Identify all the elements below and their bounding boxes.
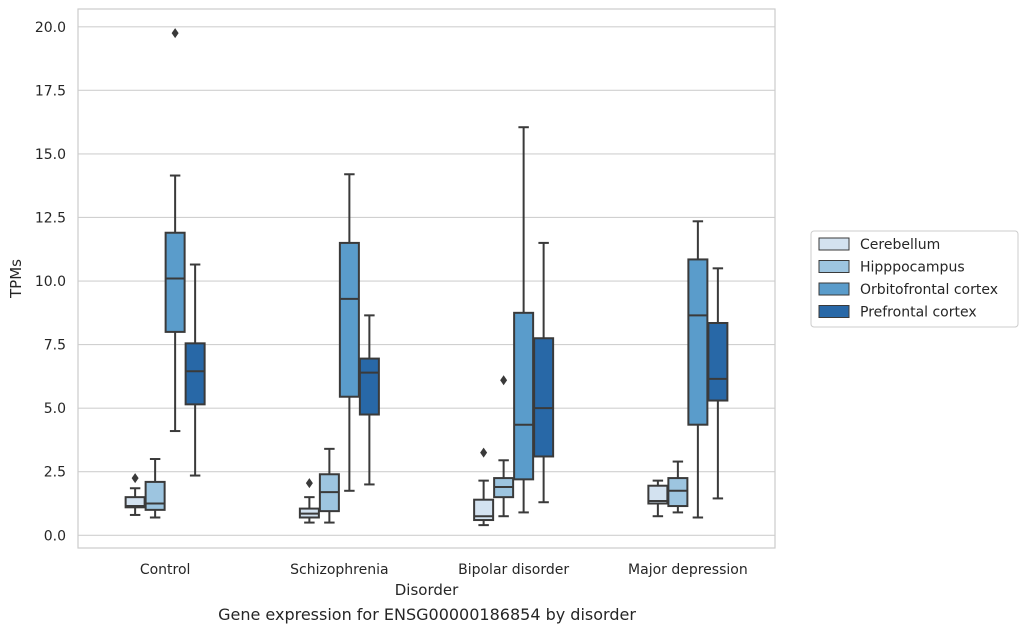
box-cerebellum [298, 478, 320, 524]
box-iqr [358, 357, 380, 416]
box-iqr [667, 477, 689, 508]
y-tick-label: 7.5 [44, 338, 66, 354]
legend-label: Cerebellum [860, 237, 940, 253]
plot-frame [77, 8, 776, 549]
box-cerebellum [647, 479, 669, 518]
box-prefrontal-cortex [358, 314, 380, 486]
box-iqr [687, 258, 709, 426]
box-hipppocampus [667, 460, 689, 514]
box-iqr [144, 480, 166, 511]
box-iqr [707, 321, 729, 402]
outlier-point [171, 28, 179, 39]
legend-swatch [818, 282, 850, 296]
y-tick-label: 2.5 [44, 465, 66, 481]
box-cerebellum [124, 473, 146, 516]
box-iqr [164, 231, 186, 333]
box-prefrontal-cortex [707, 267, 729, 500]
y-tick-label: 12.5 [35, 210, 66, 226]
box-cerebellum [473, 447, 495, 527]
legend-swatch [818, 305, 850, 318]
box-iqr [338, 241, 360, 398]
box-orbitofrontal-cortex [338, 173, 360, 492]
figure-caption: Gene expression for ENSG00000186854 by d… [218, 605, 636, 624]
box-hipppocampus [144, 458, 166, 519]
outlier-point [131, 473, 139, 484]
legend-label: Orbitofrontal cortex [860, 282, 998, 298]
boxes [124, 28, 729, 527]
box-hipppocampus [318, 447, 340, 524]
legend-swatch [818, 237, 850, 251]
x-axis-label: Disorder [395, 581, 459, 599]
legend-swatch [818, 260, 850, 273]
x-tick-label: Schizophrenia [290, 562, 388, 578]
box-prefrontal-cortex [533, 241, 555, 504]
box-iqr [184, 342, 206, 406]
x-tick-label: Major depression [628, 562, 748, 578]
box-iqr [473, 498, 495, 522]
box-hipppocampus [493, 375, 515, 518]
x-tick-labels: Control Schizophrenia Bipolar disorder Majo… [140, 562, 748, 578]
box-orbitofrontal-cortex [164, 28, 186, 433]
legend-label: Hipppocampus [860, 260, 965, 276]
y-tick-labels: 0.0 2.5 5.0 7.5 10.0 12.5 15.0 17.5 20.0 [35, 20, 66, 544]
y-axis-label: TPMs [7, 259, 25, 299]
box-orbitofrontal-cortex [513, 126, 535, 514]
y-tick-label: 15.0 [35, 147, 66, 163]
outlier-point [500, 375, 508, 386]
outlier-point [305, 478, 313, 489]
box-orbitofrontal-cortex [687, 220, 709, 519]
y-tick-label: 10.0 [35, 274, 66, 290]
box-iqr [533, 337, 555, 458]
y-tick-label: 0.0 [44, 528, 66, 544]
y-tick-label: 17.5 [35, 83, 66, 99]
legend-frame [810, 230, 1019, 328]
outlier-point [480, 447, 488, 458]
box-iqr [513, 311, 535, 481]
y-tick-label: 20.0 [35, 20, 66, 36]
x-tick-label: Bipolar disorder [458, 562, 569, 578]
legend-label: Prefrontal cortex [860, 305, 977, 321]
y-tick-label: 5.0 [44, 401, 66, 417]
box-prefrontal-cortex [184, 263, 206, 477]
x-tick-label: Control [140, 562, 191, 578]
legend: Cerebellum Hipppocampus Orbitofrontal cort… [810, 230, 1019, 328]
